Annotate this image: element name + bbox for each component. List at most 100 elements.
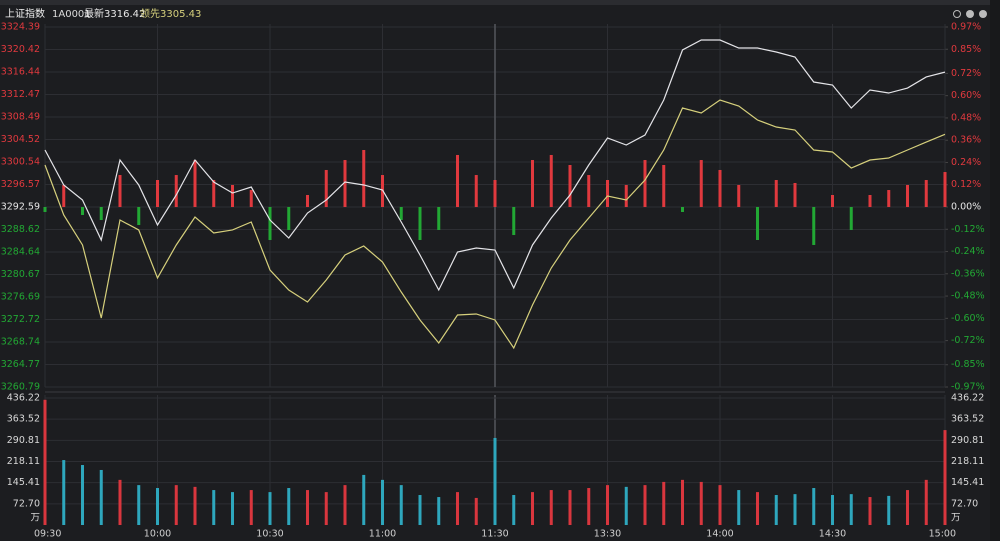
y-tick-label: 3312.47 (1, 89, 40, 100)
y-tick-label: 3300.54 (1, 157, 40, 168)
breadth-bar (81, 207, 84, 215)
volume-bar (624, 486, 628, 525)
volume-bar (849, 494, 853, 525)
volume-unit-right: 万 (951, 513, 961, 524)
breadth-bar (943, 172, 947, 207)
volume-bar (437, 497, 441, 525)
y2-tick-label: -0.24% (951, 246, 985, 257)
breadth-bar (737, 184, 741, 207)
volume-bar (43, 399, 47, 525)
volume-bar (324, 492, 328, 525)
breadth-bar (699, 160, 703, 207)
breadth-bar (793, 183, 797, 207)
breadth-bar (456, 154, 459, 207)
volume-bar (793, 494, 797, 525)
volume-bar (512, 495, 516, 525)
volume-bar (343, 485, 347, 525)
y-tick-label: 3284.64 (1, 247, 40, 258)
settings-icon[interactable] (966, 10, 974, 18)
breadth-bar (549, 154, 553, 207)
volume-bar (549, 490, 553, 525)
x-tick-label: 14:30 (819, 529, 846, 540)
latest-price: 最新3316.42 (84, 7, 145, 20)
y2-tick-label: -0.12% (951, 224, 985, 235)
breadth-bar (249, 190, 253, 207)
volume-unit: 万 (30, 513, 40, 524)
volume-bar (399, 485, 403, 525)
breadth-bar (43, 207, 47, 212)
y-tick-label: 145.41 (7, 477, 40, 488)
y-tick-label: 218.11 (7, 456, 40, 467)
volume-bar (756, 492, 759, 525)
y-tick-label: 3264.77 (1, 359, 40, 370)
volume-bar (231, 492, 234, 525)
y2-tick-label: 0.48% (951, 112, 981, 123)
breadth-bar (99, 207, 103, 221)
close-icon[interactable] (979, 10, 987, 18)
breadth-bar (287, 207, 291, 230)
breadth-bar (887, 190, 891, 207)
leading-price: 领先3305.43 (140, 7, 201, 20)
volume-bar (268, 492, 272, 525)
y-tick-label: 3324.39 (1, 22, 40, 33)
breadth-bar (399, 207, 403, 221)
breadth-bar (681, 207, 684, 212)
breadth-bar (831, 195, 834, 207)
breadth-bar (137, 207, 141, 225)
toolbar-strip (0, 0, 990, 5)
volume-bar (193, 486, 197, 525)
breadth-bar (531, 160, 534, 207)
breadth-bar (924, 180, 928, 207)
volume-bar (174, 485, 178, 525)
volume-bar (156, 488, 159, 525)
y2-tick-label: -0.97% (951, 382, 985, 393)
volume-bar (718, 485, 722, 525)
y-tick-label: 3308.49 (1, 112, 40, 123)
y2-tick-label: -0.72% (951, 335, 985, 346)
volume-bar (737, 490, 741, 525)
breadth-bar (849, 207, 853, 230)
breadth-bar (343, 160, 347, 207)
breadth-bar (174, 175, 178, 207)
volume-bar (287, 488, 291, 525)
breadth-bar (868, 195, 872, 207)
refresh-icon[interactable] (953, 10, 961, 18)
index-name: 上证指数 (5, 7, 45, 20)
breadth-bar (774, 180, 778, 207)
volume-bar (99, 469, 103, 525)
side-strip (990, 0, 1000, 541)
y-tick-label: 3288.62 (1, 224, 40, 235)
y-tick-label: 3272.72 (1, 314, 40, 325)
y2-tick-label: -0.36% (951, 268, 985, 279)
y-tick-label-right: 218.11 (951, 456, 984, 467)
volume-bar (381, 479, 384, 525)
y2-tick-label: 0.12% (951, 179, 981, 190)
volume-bar (118, 479, 122, 525)
volume-bar (812, 488, 816, 525)
volume-bar (456, 492, 459, 525)
price-line (44, 99, 946, 350)
volume-bar (306, 490, 309, 525)
volume-bar (906, 490, 909, 525)
breadth-bar (193, 160, 197, 207)
y-tick-label: 363.52 (7, 414, 40, 425)
x-tick-label: 13:30 (594, 529, 621, 540)
breadth-bar (306, 195, 309, 207)
y-tick-label: 3260.79 (1, 382, 40, 393)
volume-bar (887, 495, 891, 525)
breadth-bar (324, 169, 328, 207)
breadth-bar (212, 180, 216, 207)
y2-tick-label: 0.60% (951, 90, 981, 101)
x-tick-label: 11:00 (369, 529, 396, 540)
y-tick-label: 3280.67 (1, 269, 40, 280)
volume-bar (418, 495, 422, 525)
volume-bar (212, 490, 216, 525)
y-tick-label: 3268.74 (1, 337, 40, 348)
y-tick-label-right: 290.81 (951, 435, 984, 446)
volume-bar (774, 495, 778, 525)
y-tick-label: 72.70 (13, 498, 40, 509)
breadth-bar (718, 169, 722, 207)
breadth-bar (606, 180, 609, 207)
